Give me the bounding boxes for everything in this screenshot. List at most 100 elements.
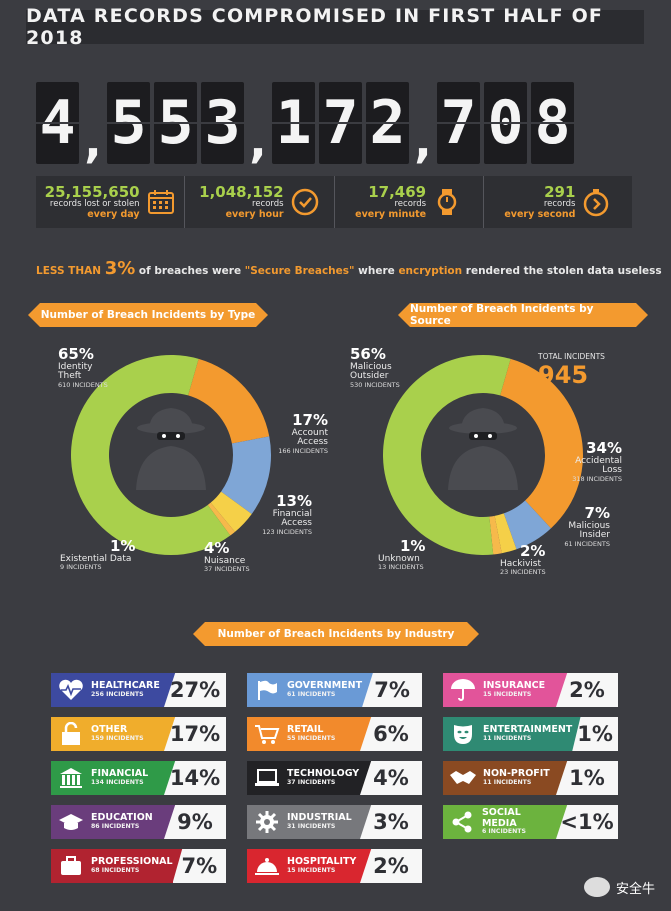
counter-digit: 2 xyxy=(366,82,409,164)
mask-icon xyxy=(449,720,477,748)
slice-incidents: 610 INCIDENTS xyxy=(58,381,108,390)
industry-pct: 17% xyxy=(164,717,226,751)
rate-value: 1,048,152 xyxy=(199,182,284,201)
industry-item: RETAIL 55 INCIDENTS 6% xyxy=(247,717,422,751)
industry-item: PROFESSIONAL 68 INCIDENTS 7% xyxy=(51,849,226,883)
slice-pct: 13% xyxy=(276,492,312,510)
slice-name: Malicious Insider xyxy=(568,520,610,541)
slice-incidents: 318 INCIDENTS xyxy=(572,475,622,484)
ribbon-by-source: Number of Breach Incidents by Source xyxy=(398,303,648,327)
industry-incidents: 15 INCIDENTS xyxy=(483,690,532,698)
industry-pct: 9% xyxy=(164,805,226,839)
rate-value: 17,469 xyxy=(368,182,427,201)
slice-pct: 34% xyxy=(586,439,622,457)
total-value: 945 xyxy=(538,361,589,389)
slice-label: 1% Unknown 13 INCIDENTS xyxy=(378,538,425,572)
records-counter: 4 , 5 5 3 , 1 7 2 , 7 0 8 xyxy=(36,68,636,164)
slice-label: 56% Malicious Outsider 530 INCIDENTS xyxy=(350,346,405,389)
secure-breach-note: LESS THAN 3% of breaches were "Secure Br… xyxy=(36,258,662,279)
slice-pct: 1% xyxy=(110,537,136,555)
industry-name: EDUCATION 86 INCIDENTS xyxy=(91,812,153,830)
umbrella-icon xyxy=(449,676,477,704)
total-incidents: TOTAL INCIDENTS 945 xyxy=(538,352,605,389)
counter-digit: 8 xyxy=(531,82,574,164)
slice-name: Unknown xyxy=(378,553,420,564)
counter-digit: 7 xyxy=(437,82,480,164)
industry-pct: 14% xyxy=(164,761,226,795)
hacker-icon xyxy=(448,408,518,490)
ribbon-label: Number of Breach Incidents by Type xyxy=(40,309,256,321)
industry-item: OTHER 159 INCIDENTS 17% xyxy=(51,717,226,751)
counter-digit: 3 xyxy=(201,82,244,164)
total-label: TOTAL INCIDENTS xyxy=(538,352,605,361)
donut-slice-unknown xyxy=(489,515,502,555)
industry-name: RETAIL 55 INCIDENTS xyxy=(287,724,336,742)
slice-incidents: 37 INCIDENTS xyxy=(204,565,250,574)
counter-digit: 5 xyxy=(107,82,150,164)
industry-pct: 27% xyxy=(164,673,226,707)
share-icon xyxy=(449,808,476,836)
counter-digit: 4 xyxy=(36,82,79,164)
donut-slice-malicious-outsider xyxy=(382,354,511,555)
slice-pct: 4% xyxy=(204,539,230,557)
industry-item: INSURANCE 15 INCIDENTS 2% xyxy=(443,673,618,707)
slice-label: 2% Hackivist 23 INCIDENTS xyxy=(500,543,546,577)
rate-unit: every minute xyxy=(355,208,427,220)
industry-incidents: 15 INCIDENTS xyxy=(287,866,336,874)
slice-name: Nuisance xyxy=(204,555,246,566)
donut-slice-account-access xyxy=(188,358,270,444)
slice-label: 13% Financial Access 123 INCIDENTS xyxy=(250,493,312,536)
industry-incidents: 256 INCIDENTS xyxy=(91,690,144,698)
rate-per-second: 291 records every second xyxy=(484,176,632,228)
industry-pct: 2% xyxy=(360,849,422,883)
industry-item: HEALTHCARE 256 INCIDENTS 27% xyxy=(51,673,226,707)
industry-item: INDUSTRIAL 31 INCIDENTS 3% xyxy=(247,805,422,839)
industry-incidents: 159 INCIDENTS xyxy=(91,734,144,742)
industry-pct: 4% xyxy=(360,761,422,795)
handshake-icon xyxy=(449,764,477,792)
counter-digit: 5 xyxy=(154,82,197,164)
industry-item: TECHNOLOGY 37 INCIDENTS 4% xyxy=(247,761,422,795)
slice-incidents: 166 INCIDENTS xyxy=(278,447,328,456)
donut-slice-existential-data xyxy=(207,502,235,536)
ribbon-label: Number of Breach Incidents by Source xyxy=(410,303,594,327)
ribbon-by-type: Number of Breach Incidents by Type xyxy=(28,303,268,327)
slice-pct: 65% xyxy=(58,345,94,363)
industry-incidents: 11 INCIDENTS xyxy=(483,734,532,742)
industry-incidents: 55 INCIDENTS xyxy=(287,734,336,742)
donut-slice-hackivist xyxy=(494,513,517,554)
slice-name: Financial Access xyxy=(272,508,312,529)
industry-name: GOVERNMENT 61 INCIDENTS xyxy=(287,680,363,698)
industry-pct: 7% xyxy=(362,673,422,707)
slice-name: Identity Theft xyxy=(58,361,93,382)
slice-pct: 1% xyxy=(400,537,426,555)
industry-pct: 2% xyxy=(556,673,618,707)
rate-label: records xyxy=(252,199,284,210)
bank-icon xyxy=(57,764,85,792)
donut-chart-source xyxy=(382,354,583,555)
slice-label: 7% Malicious Insider 61 INCIDENTS xyxy=(560,505,610,548)
heartbeat-icon xyxy=(57,676,85,704)
counter-digit: 1 xyxy=(272,82,315,164)
industry-item: SOCIAL MEDIA 6 INCIDENTS <1% xyxy=(443,805,618,839)
ribbon-by-industry: Number of Breach Incidents by Industry xyxy=(193,622,479,646)
slice-incidents: 13 INCIDENTS xyxy=(378,563,424,572)
note-lead: LESS THAN xyxy=(36,265,102,277)
slice-label: 34% Accidental Loss 318 INCIDENTS xyxy=(560,440,622,483)
slice-label: 65% Identity Theft 610 INCIDENTS xyxy=(58,346,108,389)
wechat-icon xyxy=(583,877,610,897)
rate-per-hour: 1,048,152 records every hour xyxy=(185,176,335,228)
counter-comma: , xyxy=(249,114,267,168)
slice-pct: 17% xyxy=(292,411,328,429)
industry-name: HOSPITALITY 15 INCIDENTS xyxy=(287,856,357,874)
counter-digit: 0 xyxy=(484,82,527,164)
slice-name: Malicious Outsider xyxy=(350,361,392,382)
bell-icon xyxy=(253,852,281,880)
donut-slice-financial-access xyxy=(221,436,271,514)
slice-name: Account Access xyxy=(291,427,328,448)
slice-incidents: 61 INCIDENTS xyxy=(564,540,610,549)
industry-name: HEALTHCARE 256 INCIDENTS xyxy=(91,680,160,698)
rate-unit: every day xyxy=(87,208,140,220)
donut-slice-accidental-loss xyxy=(500,358,583,529)
industry-item: HOSPITALITY 15 INCIDENTS 2% xyxy=(247,849,422,883)
